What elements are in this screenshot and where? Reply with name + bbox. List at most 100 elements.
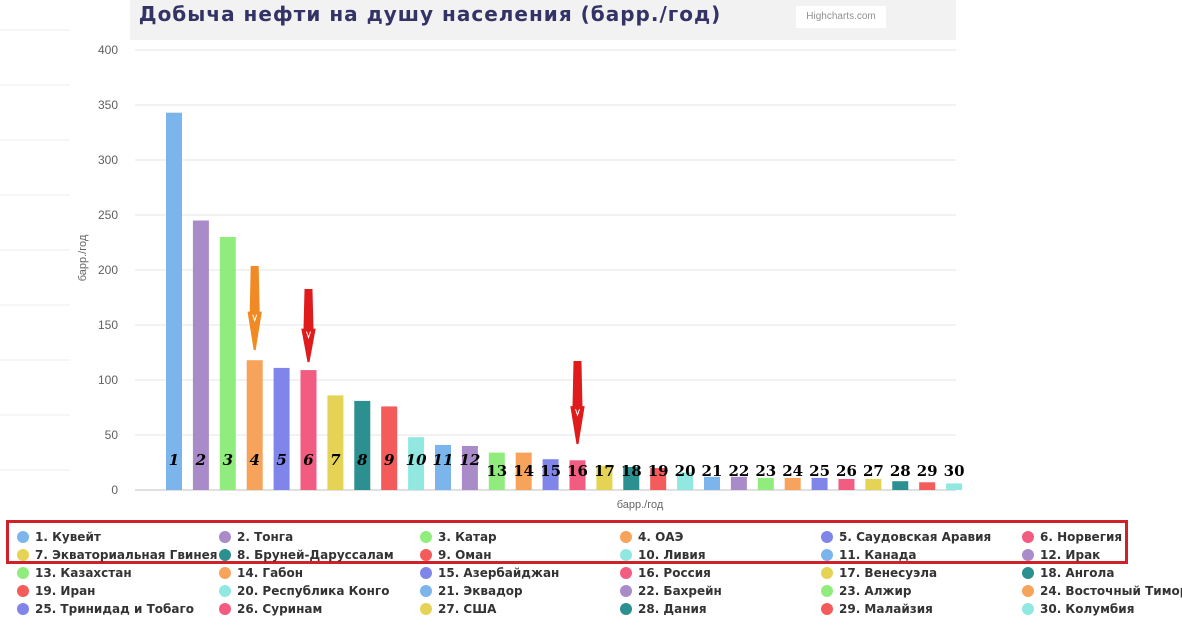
legend-item[interactable]: 15. Азербайджан <box>420 566 559 582</box>
legend-marker <box>620 585 632 597</box>
bar-9 <box>381 406 398 490</box>
legend-item[interactable]: 11. Канада <box>821 548 917 564</box>
legend-marker <box>821 585 833 597</box>
bar-1 <box>166 112 182 490</box>
bar-16 <box>569 460 586 490</box>
legend-marker <box>620 567 632 579</box>
bar-number-label: 24 <box>782 462 803 480</box>
legend-marker <box>219 549 231 561</box>
legend-item[interactable]: 10. Ливия <box>620 548 706 564</box>
legend-item[interactable]: 29. Малайзия <box>821 602 933 618</box>
annotation-arrow-4 <box>247 266 262 351</box>
legend-marker <box>821 549 833 561</box>
bar-2 <box>192 220 209 490</box>
annotation-arrow-6 <box>301 289 316 363</box>
legend-label: 18. Ангола <box>1040 566 1115 580</box>
bar-number-label: 7 <box>330 451 341 469</box>
legend-item[interactable]: 25. Тринидад и Тобаго <box>17 602 194 618</box>
bar-number-label: 23 <box>755 462 776 480</box>
legend-marker <box>620 549 632 561</box>
legend-item[interactable]: 13. Казахстан <box>17 566 132 582</box>
y-tick-label: 0 <box>111 483 118 497</box>
legend-label: 24. Восточный Тимор <box>1040 584 1182 598</box>
legend-item[interactable]: 16. Россия <box>620 566 711 582</box>
legend-item[interactable]: 23. Алжир <box>821 584 911 600</box>
y-tick-label: 250 <box>98 208 118 222</box>
bar-number-label: 13 <box>486 462 507 480</box>
bar-number-label: 18 <box>621 462 642 480</box>
bar-3 <box>219 237 236 490</box>
bar-number-label: 8 <box>357 451 368 469</box>
legend-label: 21. Эквадор <box>438 584 523 598</box>
legend-marker <box>420 549 432 561</box>
legend-item[interactable]: 28. Дания <box>620 602 707 618</box>
legend-item[interactable]: 22. Бахрейн <box>620 584 722 600</box>
legend-item[interactable]: 12. Ирак <box>1022 548 1100 564</box>
legend-item[interactable]: 18. Ангола <box>1022 566 1114 582</box>
bar-13 <box>488 452 505 490</box>
legend-label: 11. Канада <box>839 548 917 562</box>
legend-label: 14. Габон <box>237 566 304 580</box>
y-tick-label: 400 <box>98 43 118 57</box>
arrow-shape <box>247 266 262 351</box>
legend-item[interactable]: 9. Оман <box>420 548 491 564</box>
legend-item[interactable]: 19. Иран <box>17 584 95 600</box>
bar-5 <box>273 367 290 490</box>
legend-label: 22. Бахрейн <box>638 584 722 598</box>
legend-label: 28. Дания <box>638 602 707 616</box>
legend-label: 5. Саудовская Аравия <box>839 530 992 544</box>
legend-marker <box>420 585 432 597</box>
bar-number-label: 10 <box>406 451 427 469</box>
legend-marker <box>821 531 833 543</box>
legend-item[interactable]: 21. Эквадор <box>420 584 523 600</box>
legend-label: 16. Россия <box>638 566 711 580</box>
bar-number-label: 12 <box>459 451 480 469</box>
legend-label: 2. Тонга <box>237 530 294 544</box>
legend-label: 15. Азербайджан <box>438 566 560 580</box>
bar-number-label: 1 <box>169 451 179 469</box>
legend-item[interactable]: 1. Кувейт <box>17 530 101 546</box>
legend-marker <box>420 603 432 615</box>
legend-marker <box>420 531 432 543</box>
legend-label: 4. ОАЭ <box>638 530 684 544</box>
bar-number-label: 26 <box>836 462 857 480</box>
legend-item[interactable]: 4. ОАЭ <box>620 530 683 546</box>
bar-10 <box>408 437 425 490</box>
legend-marker <box>17 531 29 543</box>
bar-number-label: 16 <box>567 462 588 480</box>
legend-item[interactable]: 3. Катар <box>420 530 497 546</box>
legend-item[interactable]: 7. Экваториальная Гвинея <box>17 548 217 564</box>
legend-item[interactable]: 8. Бруней-Даруссалам <box>219 548 394 564</box>
bar-21 <box>703 476 720 490</box>
legend-label: 25. Тринидад и Тобаго <box>35 602 194 616</box>
legend-marker <box>420 567 432 579</box>
legend-marker <box>17 603 29 615</box>
credits-link[interactable]: Highcharts.com <box>796 6 886 28</box>
legend-marker <box>620 603 632 615</box>
bar-30 <box>946 483 963 490</box>
legend-label: 20. Республика Конго <box>237 584 390 598</box>
bar-number-label: 17 <box>594 462 615 480</box>
legend-marker <box>821 603 833 615</box>
legend-item[interactable]: 5. Саудовская Аравия <box>821 530 991 546</box>
bar-20 <box>677 472 694 490</box>
legend-item[interactable]: 27. США <box>420 602 496 618</box>
arrow-shape <box>301 289 316 363</box>
legend-item[interactable]: 30. Колумбия <box>1022 602 1134 618</box>
bar-number-label: 2 <box>195 451 206 469</box>
legend-marker <box>1022 603 1034 615</box>
legend-marker <box>1022 567 1034 579</box>
legend-item[interactable]: 26. Суринам <box>219 602 322 618</box>
legend-label: 23. Алжир <box>839 584 912 598</box>
legend-item[interactable]: 17. Венесуэла <box>821 566 937 582</box>
bar-18 <box>623 466 640 490</box>
legend-item[interactable]: 6. Норвегия <box>1022 530 1122 546</box>
legend-item[interactable]: 2. Тонга <box>219 530 293 546</box>
y-axis-title: барр./год <box>77 234 89 281</box>
legend-item[interactable]: 14. Габон <box>219 566 303 582</box>
chart-title: Добыча нефти на душу населения (барр./го… <box>138 2 722 26</box>
legend-item[interactable]: 24. Восточный Тимор <box>1022 584 1182 600</box>
legend-marker <box>219 585 231 597</box>
legend-item[interactable]: 20. Республика Конго <box>219 584 389 600</box>
bar-29 <box>919 482 936 490</box>
